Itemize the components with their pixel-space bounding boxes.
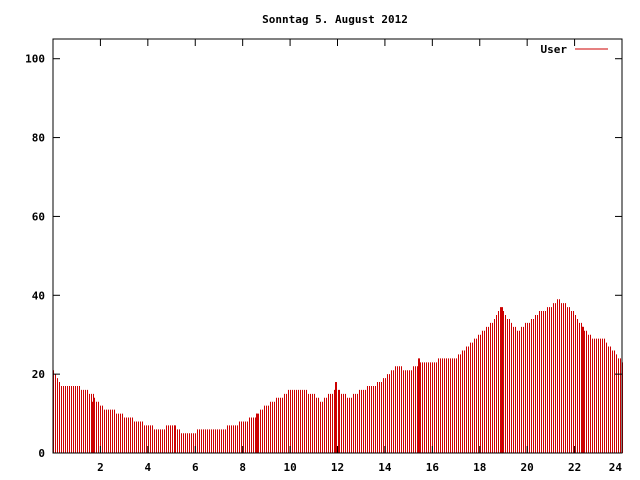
x-tick-label: 12 [331,461,344,474]
y-tick-label: 0 [38,447,45,460]
x-tick-label: 10 [283,461,296,474]
y-axis: 0 20 40 60 80 100 [25,53,622,460]
x-tick-label: 24 [609,461,623,474]
y-tick-label: 80 [32,132,45,145]
x-tick-label: 18 [473,461,486,474]
plot-frame [52,38,623,454]
x-axis: 2 4 6 8 10 12 14 16 18 20 22 24 [97,39,623,474]
y-tick-label: 20 [32,368,45,381]
x-tick-label: 20 [521,461,534,474]
x-tick-label: 14 [378,461,392,474]
x-tick-label: 2 [97,461,104,474]
y-tick-label: 40 [32,289,45,302]
legend: User [541,43,608,56]
chart-title: Sonntag 5. August 2012 [262,13,408,26]
legend-label-user: User [541,43,568,56]
x-tick-label: 22 [568,461,581,474]
x-tick-label: 8 [239,461,246,474]
x-tick-label: 4 [145,461,152,474]
y-tick-label: 100 [25,53,45,66]
bars [53,299,623,453]
x-tick-label: 16 [426,461,440,474]
x-tick-label: 6 [192,461,199,474]
y-tick-label: 60 [32,210,45,223]
